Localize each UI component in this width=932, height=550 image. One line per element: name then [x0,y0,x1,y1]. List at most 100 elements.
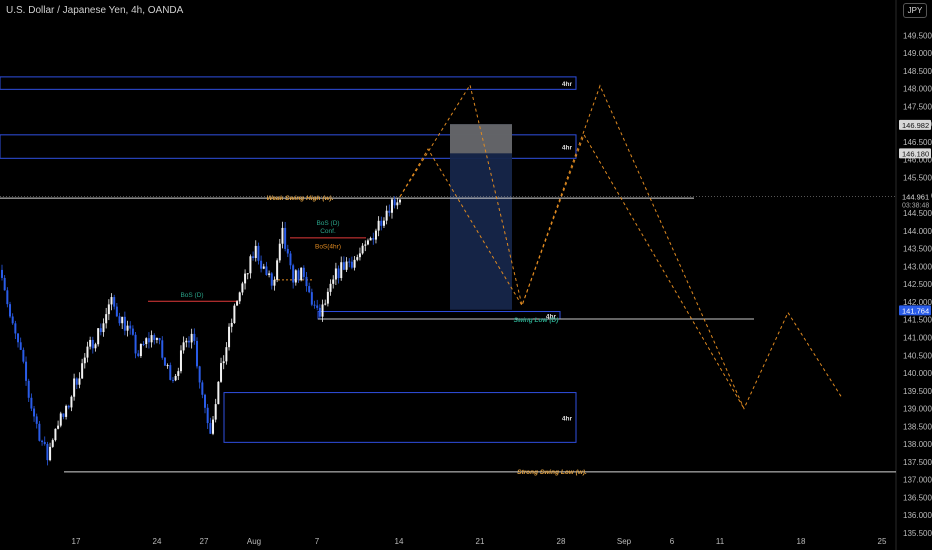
candle-body [54,428,57,441]
y-tick-label: 139.500 [903,387,932,396]
y-tick-label: 136.500 [903,493,932,502]
candle-body [190,333,193,343]
x-tick-label: 28 [557,537,566,546]
candle-body [265,266,268,276]
candle-body [353,259,356,268]
level-label: Strong Swing Low (w). [517,469,587,476]
candle-body [115,306,118,317]
candle-body [222,361,225,364]
candle-body [142,344,145,346]
x-tick-label: 27 [200,537,209,546]
candle-body [399,199,401,203]
candle-body [6,290,9,305]
candle-body [46,443,49,461]
candle-body [11,316,14,324]
price-tag-label: 141.764 [902,306,929,315]
candle-body [193,333,196,341]
candle-body [324,303,327,305]
candle-body [246,273,249,275]
candle-body [281,227,284,244]
candle-body [171,379,174,381]
candle-body [297,270,300,281]
candle-body [35,416,38,424]
candle-body [372,238,375,240]
candle-body [233,305,236,324]
candle-body [62,413,65,417]
candle-body [81,363,84,379]
x-tick-label: Aug [247,537,261,546]
candle-body [9,304,12,317]
candle-body [25,361,28,381]
candle-body [292,265,295,283]
candle-body [129,325,132,329]
candle-body [107,304,110,315]
y-tick-label: 138.500 [903,422,932,431]
candle-body [209,423,212,434]
candle-body [91,339,94,349]
bos-sublabel: Conf. [320,228,336,235]
candle-body [78,378,81,385]
candle-body [244,273,247,284]
candle-body [174,375,177,381]
candle-body [217,381,220,405]
candle-body [198,366,201,383]
candle-body [185,340,188,343]
y-tick-label: 135.500 [903,529,932,538]
candle-body [289,253,292,266]
candle-body [374,230,377,240]
y-tick-label: 148.000 [903,85,932,94]
x-tick-label: 18 [797,537,806,546]
price-tag-box [899,148,931,159]
candle-body [345,261,348,270]
zone-label: 4hr [562,415,573,422]
candle-body [3,277,6,291]
candle-body [1,269,3,278]
bos-label: BoS(4hr) [315,244,341,251]
candle-body [302,267,305,277]
y-tick-label: 148.500 [903,67,932,76]
y-tick-label: 140.500 [903,351,932,360]
candle-body [308,286,311,293]
candle-body [65,405,68,417]
candle-body [377,220,380,231]
candle-body [131,328,134,335]
candle-body [262,266,265,269]
candle-body [153,335,156,340]
candle-body [329,283,332,292]
candle-body [38,423,41,441]
level-label: Swing Low (D) [514,317,559,324]
candle-body [126,325,129,331]
candle-body [137,353,140,357]
currency-button[interactable]: JPY [903,3,927,18]
y-tick-label: 144.000 [903,227,932,236]
y-tick-label: 141.500 [903,316,932,325]
candle-body [161,340,164,358]
candle-body [257,245,260,261]
candle-body [169,365,172,380]
y-tick-label: 146.000 [903,156,932,165]
chart-title: U.S. Dollar / Japanese Yen, 4h, OANDA [6,5,184,16]
candle-body [177,371,180,376]
y-tick-label: 140.000 [903,369,932,378]
candle-body [17,333,20,343]
candle-body [393,199,396,206]
candle-body [348,261,351,263]
candle-body [27,380,30,398]
y-tick-label: 138.000 [903,440,932,449]
price-tag-box [899,191,931,210]
candle-body [220,363,223,382]
candle-body [43,441,46,444]
candle-body [105,314,108,324]
candle-body [33,408,36,417]
y-tick-label: 145.500 [903,174,932,183]
candle-body [89,339,92,347]
projection-shade-top [450,124,512,154]
candle-body [158,338,161,341]
candle-body [300,267,303,281]
candle-body [147,338,150,343]
y-tick-label: 149.000 [903,49,932,58]
candle-body [276,260,279,280]
zone-box [223,392,577,443]
candle-body [30,397,33,409]
